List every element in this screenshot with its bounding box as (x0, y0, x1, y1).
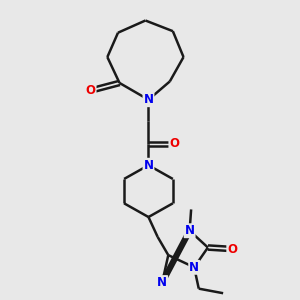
Text: O: O (169, 137, 179, 150)
Text: N: N (157, 276, 167, 289)
Text: O: O (85, 84, 96, 97)
Text: N: N (184, 224, 195, 237)
Text: N: N (143, 93, 154, 106)
Text: N: N (189, 261, 199, 274)
Text: O: O (227, 242, 237, 256)
Text: N: N (143, 159, 154, 172)
